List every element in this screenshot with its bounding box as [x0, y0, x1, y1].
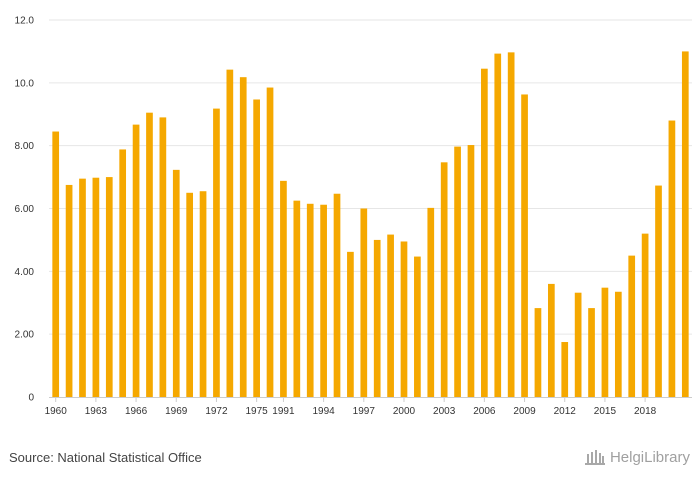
x-tick-label: 2009 — [513, 406, 536, 417]
x-tick-label: 2006 — [473, 406, 496, 417]
x-tick-label: 1966 — [125, 406, 148, 417]
bar[interactable] — [132, 124, 140, 398]
bar[interactable] — [52, 131, 60, 397]
bar[interactable] — [65, 184, 73, 397]
bar[interactable] — [588, 308, 595, 397]
y-tick-label: 2.00 — [15, 330, 35, 341]
bar[interactable] — [79, 178, 86, 397]
y-tick-label: 8.00 — [15, 141, 35, 152]
bar[interactable] — [320, 204, 327, 397]
bar[interactable] — [628, 255, 636, 397]
library-building-icon — [584, 450, 605, 465]
bar[interactable] — [92, 177, 100, 397]
x-tick-label: 1975 — [246, 406, 269, 417]
logo-text: HelgiLibrary — [609, 448, 690, 466]
x-tick-label: 1972 — [205, 406, 228, 417]
bar[interactable] — [266, 87, 274, 397]
bar[interactable] — [440, 162, 448, 397]
bar[interactable] — [561, 342, 569, 397]
bar[interactable] — [614, 291, 622, 397]
bar[interactable] — [681, 51, 689, 398]
bar[interactable] — [360, 208, 368, 398]
bar[interactable] — [146, 112, 153, 397]
bar[interactable] — [601, 287, 609, 397]
bar[interactable] — [507, 52, 515, 398]
source-note: Source: National Statistical Office — [9, 450, 202, 465]
x-tick-label: 2018 — [634, 406, 657, 417]
bar[interactable] — [199, 191, 207, 397]
y-tick-label: 6.00 — [15, 204, 35, 215]
bar[interactable] — [280, 180, 287, 397]
x-axis-tick-labels: 1960 1963 1966 1969 1972 1975 1991 1994 1997 2000… — [45, 397, 657, 417]
bar[interactable] — [521, 94, 528, 398]
bar[interactable] — [293, 200, 301, 397]
bar[interactable] — [213, 108, 220, 397]
y-tick-label: 0 — [28, 393, 34, 404]
y-tick-label: 12.0 — [15, 16, 35, 27]
gridlines — [49, 19, 692, 335]
bar[interactable] — [347, 251, 354, 397]
bar[interactable] — [427, 207, 435, 397]
y-axis-tick-labels: 0 2.00 4.00 6.00 8.00 10.0 12.0 — [15, 16, 35, 404]
bar[interactable] — [534, 308, 542, 397]
x-tick-label: 2015 — [594, 406, 617, 417]
x-tick-label: 2003 — [433, 406, 456, 417]
y-tick-label: 4.00 — [15, 267, 35, 278]
bar[interactable] — [253, 99, 260, 398]
x-tick-label: 1991 — [272, 406, 295, 417]
bar[interactable] — [105, 177, 113, 397]
bar[interactable] — [387, 234, 394, 397]
bar[interactable] — [494, 53, 502, 397]
x-tick-label: 1963 — [85, 406, 108, 417]
bar[interactable] — [641, 233, 649, 397]
y-tick-label: 10.0 — [15, 78, 35, 89]
bar[interactable] — [172, 169, 180, 397]
bar[interactable] — [655, 185, 662, 397]
x-tick-label: 1960 — [45, 406, 68, 417]
x-tick-label: 2012 — [554, 406, 577, 417]
x-tick-label: 1994 — [312, 406, 335, 417]
bar[interactable] — [414, 256, 421, 397]
bar[interactable] — [306, 203, 314, 397]
x-tick-label: 1997 — [353, 406, 376, 417]
bar[interactable] — [574, 292, 582, 397]
bar[interactable] — [668, 120, 676, 398]
bar[interactable] — [454, 146, 461, 397]
bar[interactable] — [400, 241, 408, 397]
bars — [52, 51, 689, 398]
bar[interactable] — [239, 77, 247, 397]
bar[interactable] — [159, 117, 167, 398]
bar[interactable] — [226, 69, 234, 397]
bar[interactable] — [481, 68, 488, 397]
bar[interactable] — [333, 193, 341, 397]
helgi-library-logo[interactable]: HelgiLibrary — [584, 448, 690, 466]
x-tick-label: 1969 — [165, 406, 188, 417]
bar[interactable] — [467, 145, 475, 397]
x-tick-label: 2000 — [393, 406, 416, 417]
bar[interactable] — [547, 283, 555, 397]
bar[interactable] — [119, 149, 127, 397]
bar[interactable] — [373, 239, 381, 397]
bar[interactable] — [186, 192, 194, 397]
